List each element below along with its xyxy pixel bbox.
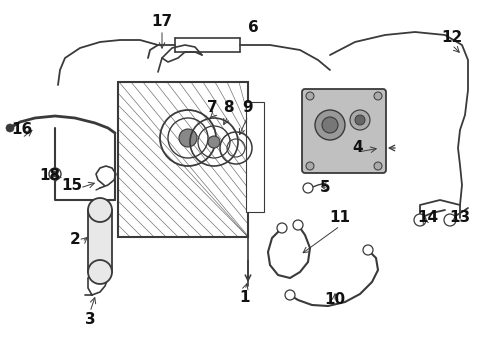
Text: 18: 18 [39, 167, 61, 183]
Circle shape [285, 290, 295, 300]
FancyBboxPatch shape [302, 89, 386, 173]
Bar [88, 210, 112, 272]
Text: 5: 5 [319, 180, 330, 195]
Circle shape [277, 223, 287, 233]
Circle shape [444, 214, 456, 226]
Text: 14: 14 [417, 211, 439, 225]
Text: 9: 9 [243, 100, 253, 116]
Circle shape [315, 110, 345, 140]
Text: 2: 2 [70, 233, 80, 248]
Circle shape [52, 171, 58, 177]
Circle shape [88, 260, 112, 284]
Text: 17: 17 [151, 14, 172, 30]
Circle shape [414, 214, 426, 226]
Circle shape [322, 117, 338, 133]
Text: 7: 7 [207, 100, 217, 116]
Circle shape [350, 110, 370, 130]
Text: 16: 16 [11, 122, 33, 138]
Circle shape [374, 162, 382, 170]
Circle shape [49, 168, 61, 180]
Circle shape [374, 92, 382, 100]
Text: 4: 4 [353, 140, 363, 156]
Circle shape [293, 220, 303, 230]
Bar [118, 82, 248, 237]
Circle shape [355, 115, 365, 125]
Text: 8: 8 [222, 100, 233, 116]
Text: 6: 6 [247, 21, 258, 36]
Circle shape [306, 162, 314, 170]
Circle shape [306, 92, 314, 100]
Circle shape [303, 183, 313, 193]
Text: 12: 12 [441, 31, 463, 45]
Circle shape [6, 124, 14, 132]
Circle shape [363, 245, 373, 255]
Text: 11: 11 [329, 211, 350, 225]
Text: 3: 3 [85, 312, 96, 328]
Circle shape [208, 136, 220, 148]
Bar [246, 102, 264, 212]
Text: 15: 15 [61, 177, 82, 193]
Text: 10: 10 [324, 292, 345, 307]
Circle shape [88, 198, 112, 222]
Text: 13: 13 [449, 211, 470, 225]
Text: 1: 1 [240, 291, 250, 306]
Circle shape [179, 129, 197, 147]
